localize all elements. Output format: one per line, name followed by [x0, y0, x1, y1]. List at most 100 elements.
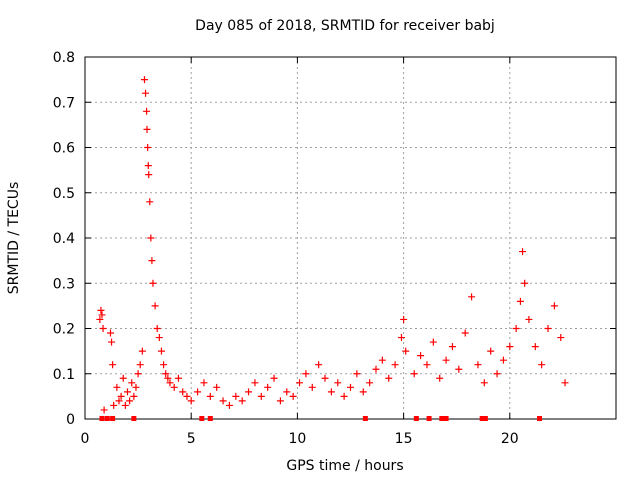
y-axis-label: SRMTID / TECUs	[6, 182, 22, 295]
data-point	[347, 383, 354, 391]
data-point	[170, 383, 178, 391]
data-point	[245, 388, 253, 396]
data-point	[544, 325, 552, 332]
data-point	[117, 392, 125, 400]
zero-point-marker	[439, 416, 445, 421]
data-point	[366, 379, 374, 387]
data-point	[97, 306, 105, 314]
data-point	[315, 361, 323, 369]
x-tick-label: 20	[501, 431, 519, 447]
zero-point-marker	[207, 416, 213, 421]
data-point	[146, 198, 154, 206]
chart-title: Day 085 of 2018, SRMTID for receiver bab…	[195, 18, 495, 34]
data-point	[521, 279, 529, 287]
zero-point-marker	[99, 416, 105, 421]
data-point	[402, 347, 410, 355]
x-tick-label: 10	[288, 431, 306, 447]
data-point	[487, 347, 495, 355]
data-point	[113, 383, 121, 391]
data-point	[121, 401, 129, 409]
data-point	[519, 248, 527, 256]
data-point	[106, 329, 114, 337]
data-point	[531, 343, 539, 351]
data-point	[144, 144, 152, 151]
data-point	[115, 397, 123, 405]
data-point	[550, 302, 558, 310]
data-point	[136, 361, 144, 369]
data-point	[147, 234, 155, 242]
data-point	[334, 379, 342, 387]
data-point	[353, 370, 361, 378]
y-tick-label: 0.5	[53, 186, 75, 202]
data-point	[480, 379, 488, 387]
data-point	[461, 329, 469, 337]
zero-point-marker	[413, 416, 419, 421]
data-point	[123, 388, 131, 396]
data-point	[183, 392, 191, 400]
data-point	[213, 383, 221, 391]
data-point	[140, 76, 148, 84]
data-point	[400, 315, 408, 323]
data-point	[499, 356, 507, 364]
data-point	[423, 361, 431, 369]
y-tick-label: 0.1	[53, 367, 75, 383]
y-axis: 0 0.1 0.2 0.3 0.4 0.5 0.6 0.7 0.8	[53, 50, 616, 428]
zero-point-marker	[104, 416, 110, 421]
data-point	[96, 315, 104, 323]
data-point	[474, 361, 482, 369]
data-point	[155, 334, 163, 342]
data-point	[455, 365, 463, 373]
data-point	[119, 374, 127, 382]
data-point	[206, 392, 214, 400]
data-point	[302, 370, 310, 378]
data-point	[561, 379, 569, 387]
data-point	[132, 383, 140, 391]
data-point	[283, 388, 291, 396]
data-point	[359, 388, 367, 396]
data-point	[276, 397, 284, 405]
data-point	[108, 338, 116, 346]
data-point	[525, 315, 533, 323]
series-srmtid	[96, 76, 569, 421]
y-tick-label: 0	[66, 412, 75, 428]
data-point	[130, 392, 138, 400]
data-point	[99, 325, 107, 332]
data-point	[429, 338, 437, 346]
y-tick-label: 0.4	[53, 231, 75, 247]
data-point	[264, 383, 272, 391]
data-point	[160, 361, 168, 369]
zero-point-marker	[482, 416, 488, 421]
zero-point-marker	[537, 416, 543, 421]
zero-point-marker	[110, 416, 116, 421]
data-point	[448, 343, 456, 351]
data-point	[493, 370, 501, 378]
x-tick-label: 0	[81, 431, 90, 447]
data-point	[166, 379, 174, 387]
data-point	[538, 361, 546, 369]
data-point	[308, 383, 316, 391]
gridlines	[85, 57, 616, 419]
data-point	[468, 293, 476, 301]
data-point	[512, 325, 520, 332]
x-tick-label: 15	[395, 431, 413, 447]
data-point	[187, 397, 195, 405]
data-point	[327, 388, 335, 396]
data-point	[378, 356, 386, 364]
zero-point-marker	[426, 416, 432, 421]
data-point	[142, 89, 150, 97]
data-point	[238, 397, 246, 405]
data-point	[162, 370, 170, 378]
data-point	[200, 379, 208, 387]
data-point	[100, 406, 108, 414]
data-point	[157, 347, 165, 355]
data-point	[442, 356, 450, 364]
x-axis-label: GPS time / hours	[286, 458, 403, 474]
data-point	[164, 374, 172, 382]
data-point	[98, 311, 106, 319]
x-axis: 0 5 10 15 20	[81, 57, 519, 447]
y-tick-label: 0.7	[53, 95, 75, 111]
data-point	[128, 379, 136, 387]
data-point	[143, 107, 151, 115]
data-point	[138, 347, 146, 355]
